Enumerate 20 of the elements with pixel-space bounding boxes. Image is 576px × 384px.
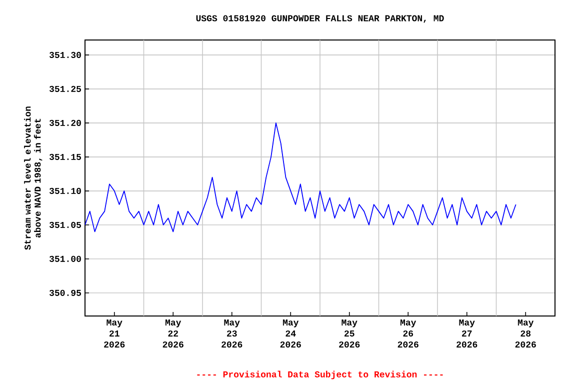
x-tick-label: May 27 2026	[456, 320, 478, 348]
y-tick-label: 351.25	[49, 86, 82, 92]
x-tick-label: May 22 2026	[162, 320, 184, 348]
y-tick-label: 351.10	[49, 188, 81, 194]
x-tick-label: May 26 2026	[398, 320, 418, 348]
text: ---- Provisional Data Subject to Revision ----	[197, 370, 443, 380]
x-tick-label: May 28 2026	[515, 320, 536, 348]
y-tick-label: 350.95	[49, 290, 82, 296]
chart-title: USGS 01581920 GUNPOWDER FALLS NEAR PARKTON, MD	[196, 15, 444, 23]
x-tick-label: May 23 2026	[222, 320, 242, 348]
line-series	[85, 122, 516, 232]
x-tick-label: May 25 2026	[339, 320, 360, 348]
y-tick-label: 351.15	[49, 154, 82, 160]
y-tick-label: 351.30	[49, 52, 81, 58]
y-axis-title: Stream water level elevation above NAVD 1988, in feet	[24, 106, 42, 250]
y-tick-label: 351.00	[49, 256, 81, 262]
x-tick-label: May 21 2026	[104, 320, 125, 348]
y-tick-label: 351.20	[49, 120, 81, 126]
y-tick-label: 351.05	[49, 222, 82, 228]
x-tick-label: May 24 2026	[280, 320, 301, 348]
